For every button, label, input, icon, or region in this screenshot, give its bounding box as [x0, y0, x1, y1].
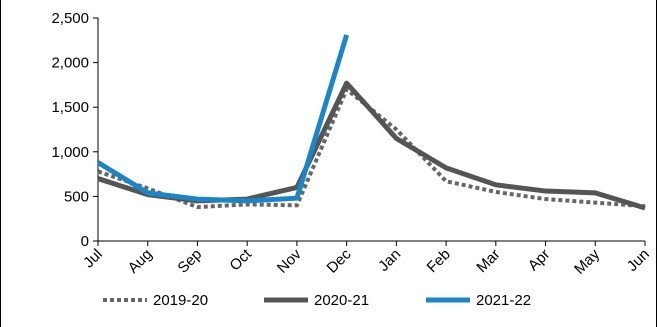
- y-tick-label: 1,500: [51, 99, 89, 116]
- series-line-2020-21: [97, 80, 646, 211]
- x-tick-label: Sep: [174, 246, 205, 277]
- series-line-2019-20: [97, 87, 646, 210]
- x-tick-label: Nov: [274, 245, 305, 276]
- x-tick-label: Feb: [424, 246, 454, 276]
- legend-label: 2019-20: [153, 292, 208, 309]
- x-tick-label: Jan: [375, 246, 404, 275]
- series-layer: [96, 34, 646, 211]
- series-line-2021-22: [96, 34, 350, 204]
- legend: 2019-20 2020-21 2021-22: [103, 292, 531, 309]
- y-tick-label: 2,500: [51, 10, 89, 27]
- legend-label: 2021-22: [476, 292, 531, 309]
- y-tick-label: 1,000: [51, 144, 89, 161]
- x-tick-label: Aug: [125, 246, 156, 277]
- y-tick-label: 2,000: [51, 55, 89, 72]
- x-tick-label: May: [571, 245, 603, 277]
- x-tick-label: Apr: [525, 246, 554, 275]
- y-tick-label: 0: [81, 233, 89, 250]
- x-tick-label: Dec: [324, 245, 355, 276]
- x-tick-label: Jun: [624, 246, 653, 275]
- legend-label: 2020-21: [314, 292, 369, 309]
- y-tick-label: 500: [64, 188, 89, 205]
- x-tick-label: Mar: [473, 246, 503, 276]
- x-tick-label: Oct: [226, 245, 255, 274]
